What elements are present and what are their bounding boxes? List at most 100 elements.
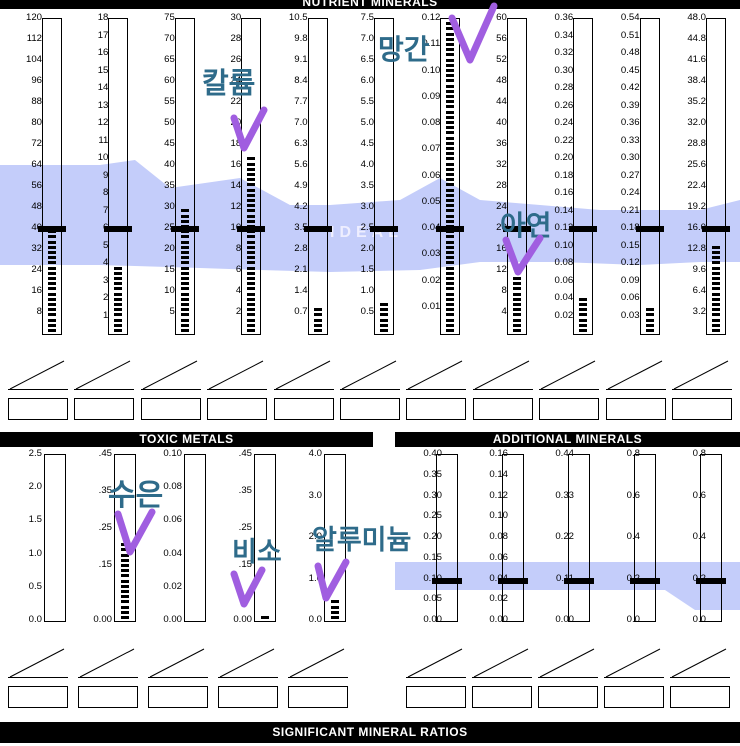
tick-label: 5 (103, 239, 109, 251)
mercury-level-segment (121, 610, 129, 614)
calcium-column (42, 18, 62, 335)
tick-label: 12 (97, 117, 109, 128)
tick-label: 0.09 (620, 274, 640, 286)
tick-label: 0.00 (423, 614, 442, 625)
sodium-level-segment (180, 214, 189, 218)
manganese-level-segment (446, 32, 455, 36)
manganese-previous-test-field[interactable] (406, 398, 467, 420)
tick-label: 10.5 (288, 12, 308, 23)
lithium-label-diagonal (605, 648, 661, 678)
tick-label: 0.24 (620, 187, 640, 198)
tick-label: 0.08 (163, 481, 182, 493)
manganese-level-segment (446, 303, 455, 306)
lead-label-diagonal (9, 648, 65, 678)
lithium-previous-test-field[interactable] (604, 686, 664, 708)
calcium-level-segment (48, 323, 56, 327)
iron-level-segment (313, 313, 322, 317)
molybdenum-previous-test-field[interactable] (538, 686, 598, 708)
potassium-level-segment (247, 287, 256, 291)
tick-label: 8 (103, 187, 109, 198)
sodium-column (174, 18, 195, 335)
tick-label: 60 (496, 12, 507, 23)
manganese-level-segment (446, 53, 455, 57)
manganese-ideal-marker (436, 226, 465, 232)
tick-label: 15 (97, 64, 109, 76)
tick-label: 2.5 (360, 222, 374, 233)
manganese-level-segment (446, 219, 455, 223)
potassium-level-segment (247, 277, 256, 280)
potassium-level-segment (247, 193, 256, 197)
sodium-previous-test-field[interactable] (140, 398, 201, 420)
manganese-level-segment (446, 251, 455, 254)
aluminum-previous-test-field[interactable] (288, 686, 348, 708)
calcium-level-segment (48, 329, 56, 332)
phosphorus-level-segment (712, 287, 720, 291)
cobalt-label-diagonal (473, 648, 529, 678)
tick-label: 18 (97, 12, 109, 23)
potassium-column (241, 18, 262, 335)
chromium-label-diagonal (540, 360, 596, 390)
tick-label: 56 (31, 180, 42, 191)
tick-label: 0.06 (489, 551, 508, 563)
calcium-level-segment (48, 303, 56, 306)
chromium-level-segment (579, 329, 588, 332)
sodium-level-segment (180, 318, 189, 322)
chromium-previous-test-field[interactable] (539, 398, 600, 420)
tick-label: 0.42 (620, 82, 640, 93)
tick-label: 0.54 (620, 12, 640, 23)
calcium-level-segment (48, 313, 56, 317)
selenium-previous-test-field[interactable] (605, 398, 666, 420)
phosphorus-previous-test-field[interactable] (672, 398, 732, 420)
phosphorus-ideal-marker (702, 226, 730, 232)
tick-label: 0.15 (423, 551, 442, 563)
tick-label: 7 (103, 204, 109, 216)
zinc-previous-test-field[interactable] (472, 398, 533, 420)
sodium-level-segment (180, 235, 189, 239)
magnesium-level-segment (114, 297, 123, 301)
manganese-level-segment (446, 245, 455, 249)
tick-label: 5.0 (360, 117, 374, 128)
manganese-level-segment (446, 240, 455, 244)
tick-label: 44.8 (687, 33, 706, 44)
sodium-level-segment (180, 240, 189, 244)
tick-label: 0.30 (620, 152, 640, 163)
calcium-previous-test-field[interactable] (8, 398, 68, 420)
tick-label: 40 (496, 117, 507, 128)
nickel-previous-test-field[interactable] (406, 686, 466, 708)
cadmium-previous-test-field[interactable] (148, 686, 208, 708)
sodium-level-segment (180, 297, 189, 301)
mercury-level-segment (121, 558, 129, 562)
tick-label: 36 (496, 138, 507, 149)
molybdenum-label-box (538, 648, 598, 678)
mercury-level-segment (121, 600, 129, 604)
lead-previous-test-field[interactable] (8, 686, 68, 708)
tick-label: .15 (238, 558, 252, 570)
tick-label: 0.02 (489, 593, 508, 605)
mercury-previous-test-field[interactable] (78, 686, 138, 708)
tick-label: 9.8 (294, 33, 308, 44)
potassium-ideal-marker (237, 226, 266, 232)
tick-label: 0.06 (163, 514, 182, 526)
aluminum-column (324, 454, 346, 622)
tick-label: 16 (496, 243, 507, 254)
potassium-previous-test-field[interactable] (207, 398, 268, 420)
annotation-potassium: 칼륨 (202, 66, 256, 100)
tick-label: 24 (31, 264, 42, 275)
copper-previous-test-field[interactable] (340, 398, 400, 420)
tick-label: .25 (238, 521, 252, 533)
iron-previous-test-field[interactable] (273, 398, 334, 420)
arsenic-previous-test-field[interactable] (218, 686, 278, 708)
annotation-mercury: 수은 (108, 478, 164, 513)
calcium-level-segment (48, 251, 56, 254)
tick-label: 0.45 (620, 64, 640, 76)
tick-label: 5 (169, 306, 175, 317)
tick-label: 2.8 (294, 243, 308, 254)
boron-previous-test-field[interactable] (670, 686, 730, 708)
magnesium-ideal-marker (104, 226, 133, 232)
tick-label: .35 (98, 484, 112, 496)
magnesium-previous-test-field[interactable] (74, 398, 135, 420)
manganese-label-box (406, 360, 467, 390)
cobalt-previous-test-field[interactable] (472, 686, 532, 708)
tick-label: 0.30 (423, 489, 442, 501)
tick-label: 15 (164, 264, 175, 275)
